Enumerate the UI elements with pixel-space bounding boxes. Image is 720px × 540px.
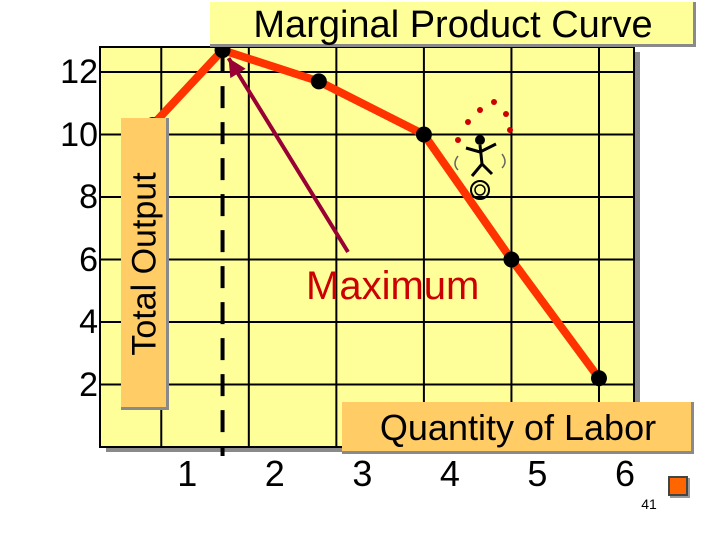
series-line [149,46,603,381]
x-tick-label: 6 [614,453,635,494]
y-axis-label-box [121,118,169,410]
x-tick-label: 4 [439,453,460,494]
arrow-shaft [226,57,350,254]
x-axis-label-box [342,402,694,454]
chart-title: Marginal Product Curve [253,4,653,46]
series-polyline [149,46,603,381]
slide-number: 41 [641,496,657,512]
arrow-head [228,58,246,79]
x-axis-label: Quantity of Labor [379,407,657,448]
juggler-icon [454,99,513,200]
x-tick-label: 1 [177,453,198,494]
data-point [415,126,432,143]
y-tick-label: 2 [79,365,98,404]
y-tick-label: 12 [60,53,98,91]
y-axis-label: Total Output [125,172,164,356]
x-tick-label: 3 [352,453,373,494]
data-point [310,73,327,90]
x-tick-label: 2 [264,453,285,494]
x-tick-label: 5 [527,453,548,494]
y-tick-label: 8 [79,178,98,216]
maximum-arrow [226,57,350,254]
data-point [590,370,607,387]
orange-square-button-icon[interactable] [668,476,688,496]
maximum-annotation: Maximum [306,264,480,308]
plot-area [100,47,634,447]
y-tick-label: 6 [79,240,98,279]
y-tick-label: 4 [79,303,98,341]
title-box [210,2,696,47]
y-tick-label: 10 [60,115,98,154]
data-point [503,251,520,268]
